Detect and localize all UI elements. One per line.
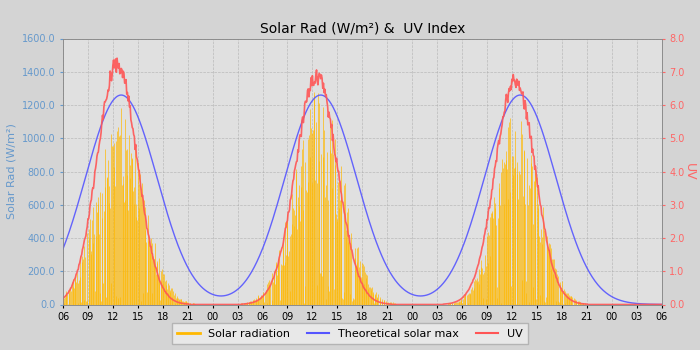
Y-axis label: Solar Rad (W/m²): Solar Rad (W/m²) xyxy=(6,124,16,219)
Title: Solar Rad (W/m²) &  UV Index: Solar Rad (W/m²) & UV Index xyxy=(260,22,465,36)
Legend: Solar radiation, Theoretical solar max, UV: Solar radiation, Theoretical solar max, … xyxy=(172,323,528,344)
Y-axis label: UV: UV xyxy=(682,163,696,180)
